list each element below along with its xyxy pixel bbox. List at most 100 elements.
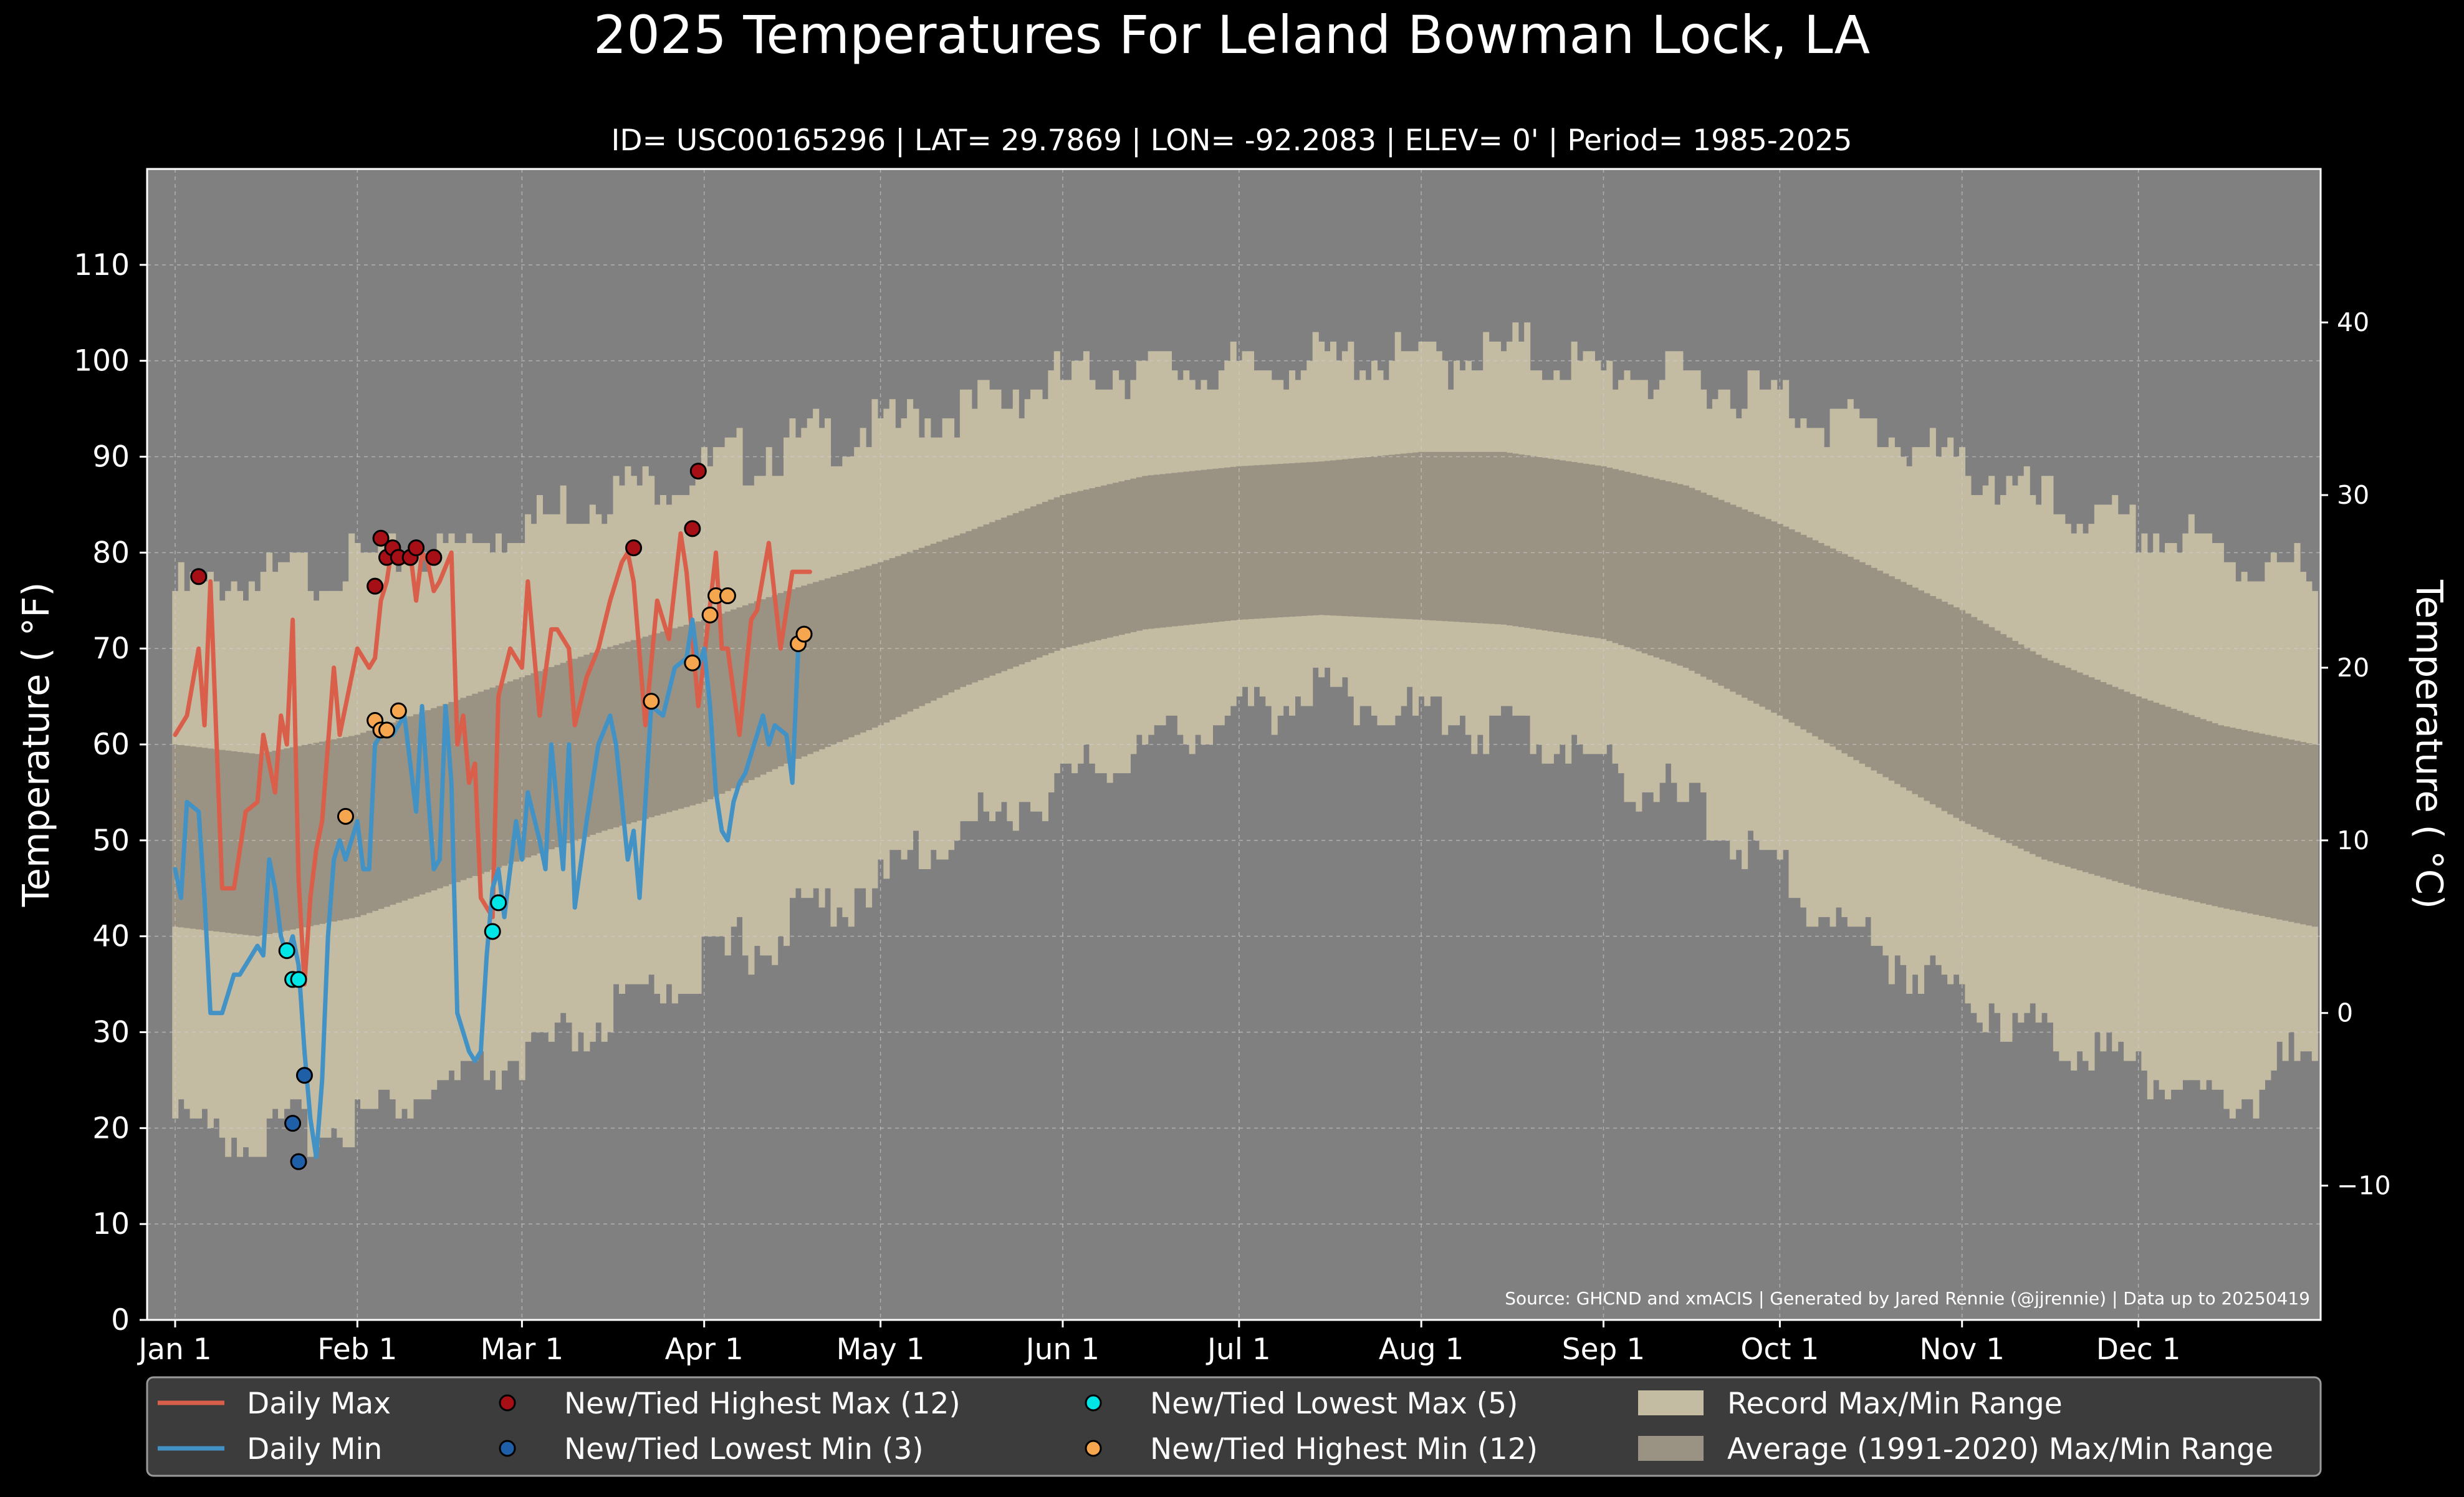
normal-range-bars [172, 451, 2318, 936]
new-highest-min-marker [390, 702, 407, 720]
x-tick-label: Nov 1 [1919, 1332, 2005, 1367]
normal-range-bar [1053, 497, 1060, 651]
normal-range-bar [695, 621, 702, 804]
normal-range-bar [977, 526, 984, 680]
normal-range-bar [907, 552, 914, 712]
x-tick-label: Apr 1 [665, 1332, 744, 1367]
normal-range-bar [248, 753, 255, 936]
normal-range-bar [1306, 462, 1313, 616]
normal-range-bar [207, 748, 214, 931]
normal-range-bar [1300, 462, 1307, 616]
normal-range-bar [836, 574, 843, 743]
normal-range-bar [2129, 694, 2136, 887]
normal-range-bar [477, 691, 484, 874]
normal-range-bar [1019, 511, 1025, 665]
normal-range-bar [618, 643, 625, 826]
y-tick-label: 70 [92, 632, 130, 666]
new-highest-max-marker [372, 529, 390, 547]
normal-range-bar [1036, 504, 1043, 658]
normal-range-bar [736, 607, 743, 786]
normal-range-bar [1806, 537, 1813, 733]
legend-label: Daily Max [247, 1387, 391, 1421]
normal-range-bar [642, 637, 649, 819]
normal-range-bar [1900, 582, 1907, 787]
normal-range-bar [2047, 660, 2054, 862]
normal-range-bar [1941, 602, 1948, 811]
normal-range-bar [2153, 702, 2160, 893]
y-tick-label: 110 [74, 248, 130, 282]
normal-range-bar [901, 554, 908, 715]
legend-box [146, 1376, 2322, 1477]
normal-range-bar [1389, 455, 1396, 619]
normal-range-bar [489, 687, 496, 870]
normal-range-bar [189, 746, 196, 929]
normal-range-bar [889, 558, 896, 720]
normal-range-bar [560, 663, 567, 845]
normal-range-bar [1829, 548, 1836, 747]
normal-range-bar [225, 750, 232, 933]
normal-range-bar [1947, 604, 1954, 815]
normal-range-bar [1065, 493, 1072, 647]
normal-range-bar [2083, 675, 2089, 872]
normal-range-bar [495, 685, 502, 868]
normal-range-bar [1247, 465, 1255, 619]
normal-range-bar [1553, 460, 1560, 632]
normal-range-bar [278, 749, 285, 932]
normal-range-bar [1365, 456, 1372, 617]
normal-range-bar [1048, 499, 1055, 653]
normal-range-bar [666, 630, 673, 812]
y-tick-label: 10 [92, 1207, 130, 1241]
legend-swatch-patch [1638, 1436, 1704, 1461]
normal-range-bar [1624, 471, 1631, 647]
y-right-tick-label: 20 [2337, 653, 2369, 683]
normal-range-bar [2306, 743, 2313, 926]
normal-range-bar [2112, 686, 2119, 882]
normal-range-bar [948, 537, 955, 693]
normal-range-bar [1541, 458, 1548, 631]
normal-range-bar [1136, 477, 1143, 631]
x-tick-label: Mar 1 [481, 1332, 564, 1367]
normal-range-bar [818, 580, 825, 749]
normal-range-bar [777, 593, 784, 767]
normal-range-bar [284, 748, 290, 931]
normal-range-bar [1706, 495, 1713, 680]
normal-range-bar [671, 628, 678, 811]
normal-range-bar [201, 748, 208, 930]
normal-range-bar [1242, 466, 1249, 620]
normal-range-bar [883, 560, 890, 723]
normal-range-bar [1130, 478, 1137, 632]
normal-range-bar [372, 728, 378, 912]
normal-range-bar [583, 655, 590, 837]
normal-range-bar [1700, 493, 1707, 677]
x-tick-label: Aug 1 [1379, 1332, 1464, 1367]
normal-range-bar [1659, 479, 1666, 660]
normal-range-bar [554, 665, 561, 847]
normal-range-bar [1912, 587, 1919, 794]
normal-range-bar [989, 522, 996, 676]
x-tick-label: Jun 1 [1024, 1332, 1100, 1367]
normal-range-bar [983, 524, 990, 678]
normal-range-bar [1742, 509, 1748, 698]
normal-range-bar [678, 626, 684, 809]
normal-range-bar [1853, 559, 1860, 761]
normal-range-bar [1224, 467, 1231, 621]
chart-subtitle: ID= USC00165296 | LAT= 29.7869 | LON= -9… [611, 123, 1853, 158]
normal-range-bar [542, 669, 549, 852]
normal-range-bar [2071, 670, 2078, 869]
normal-range-bar [1788, 529, 1795, 723]
normal-range-bar [2030, 651, 2036, 854]
normal-range-bar [1735, 507, 1742, 695]
normal-range-bar [871, 564, 878, 728]
normal-range-bar [1106, 484, 1113, 638]
normal-range-bar [748, 603, 755, 781]
normal-range-bar [1629, 473, 1636, 650]
normal-range-bar [1412, 452, 1419, 620]
normal-range-bar [636, 638, 643, 821]
legend-label: New/Tied Highest Min (12) [1150, 1432, 1538, 1466]
normal-range-bar [1447, 451, 1454, 622]
normal-range-bar [1906, 584, 1913, 791]
normal-range-bar [513, 679, 520, 862]
daily-max-line [173, 531, 812, 987]
normal-range-bar [2035, 655, 2042, 857]
normal-range-bar [2241, 729, 2248, 913]
